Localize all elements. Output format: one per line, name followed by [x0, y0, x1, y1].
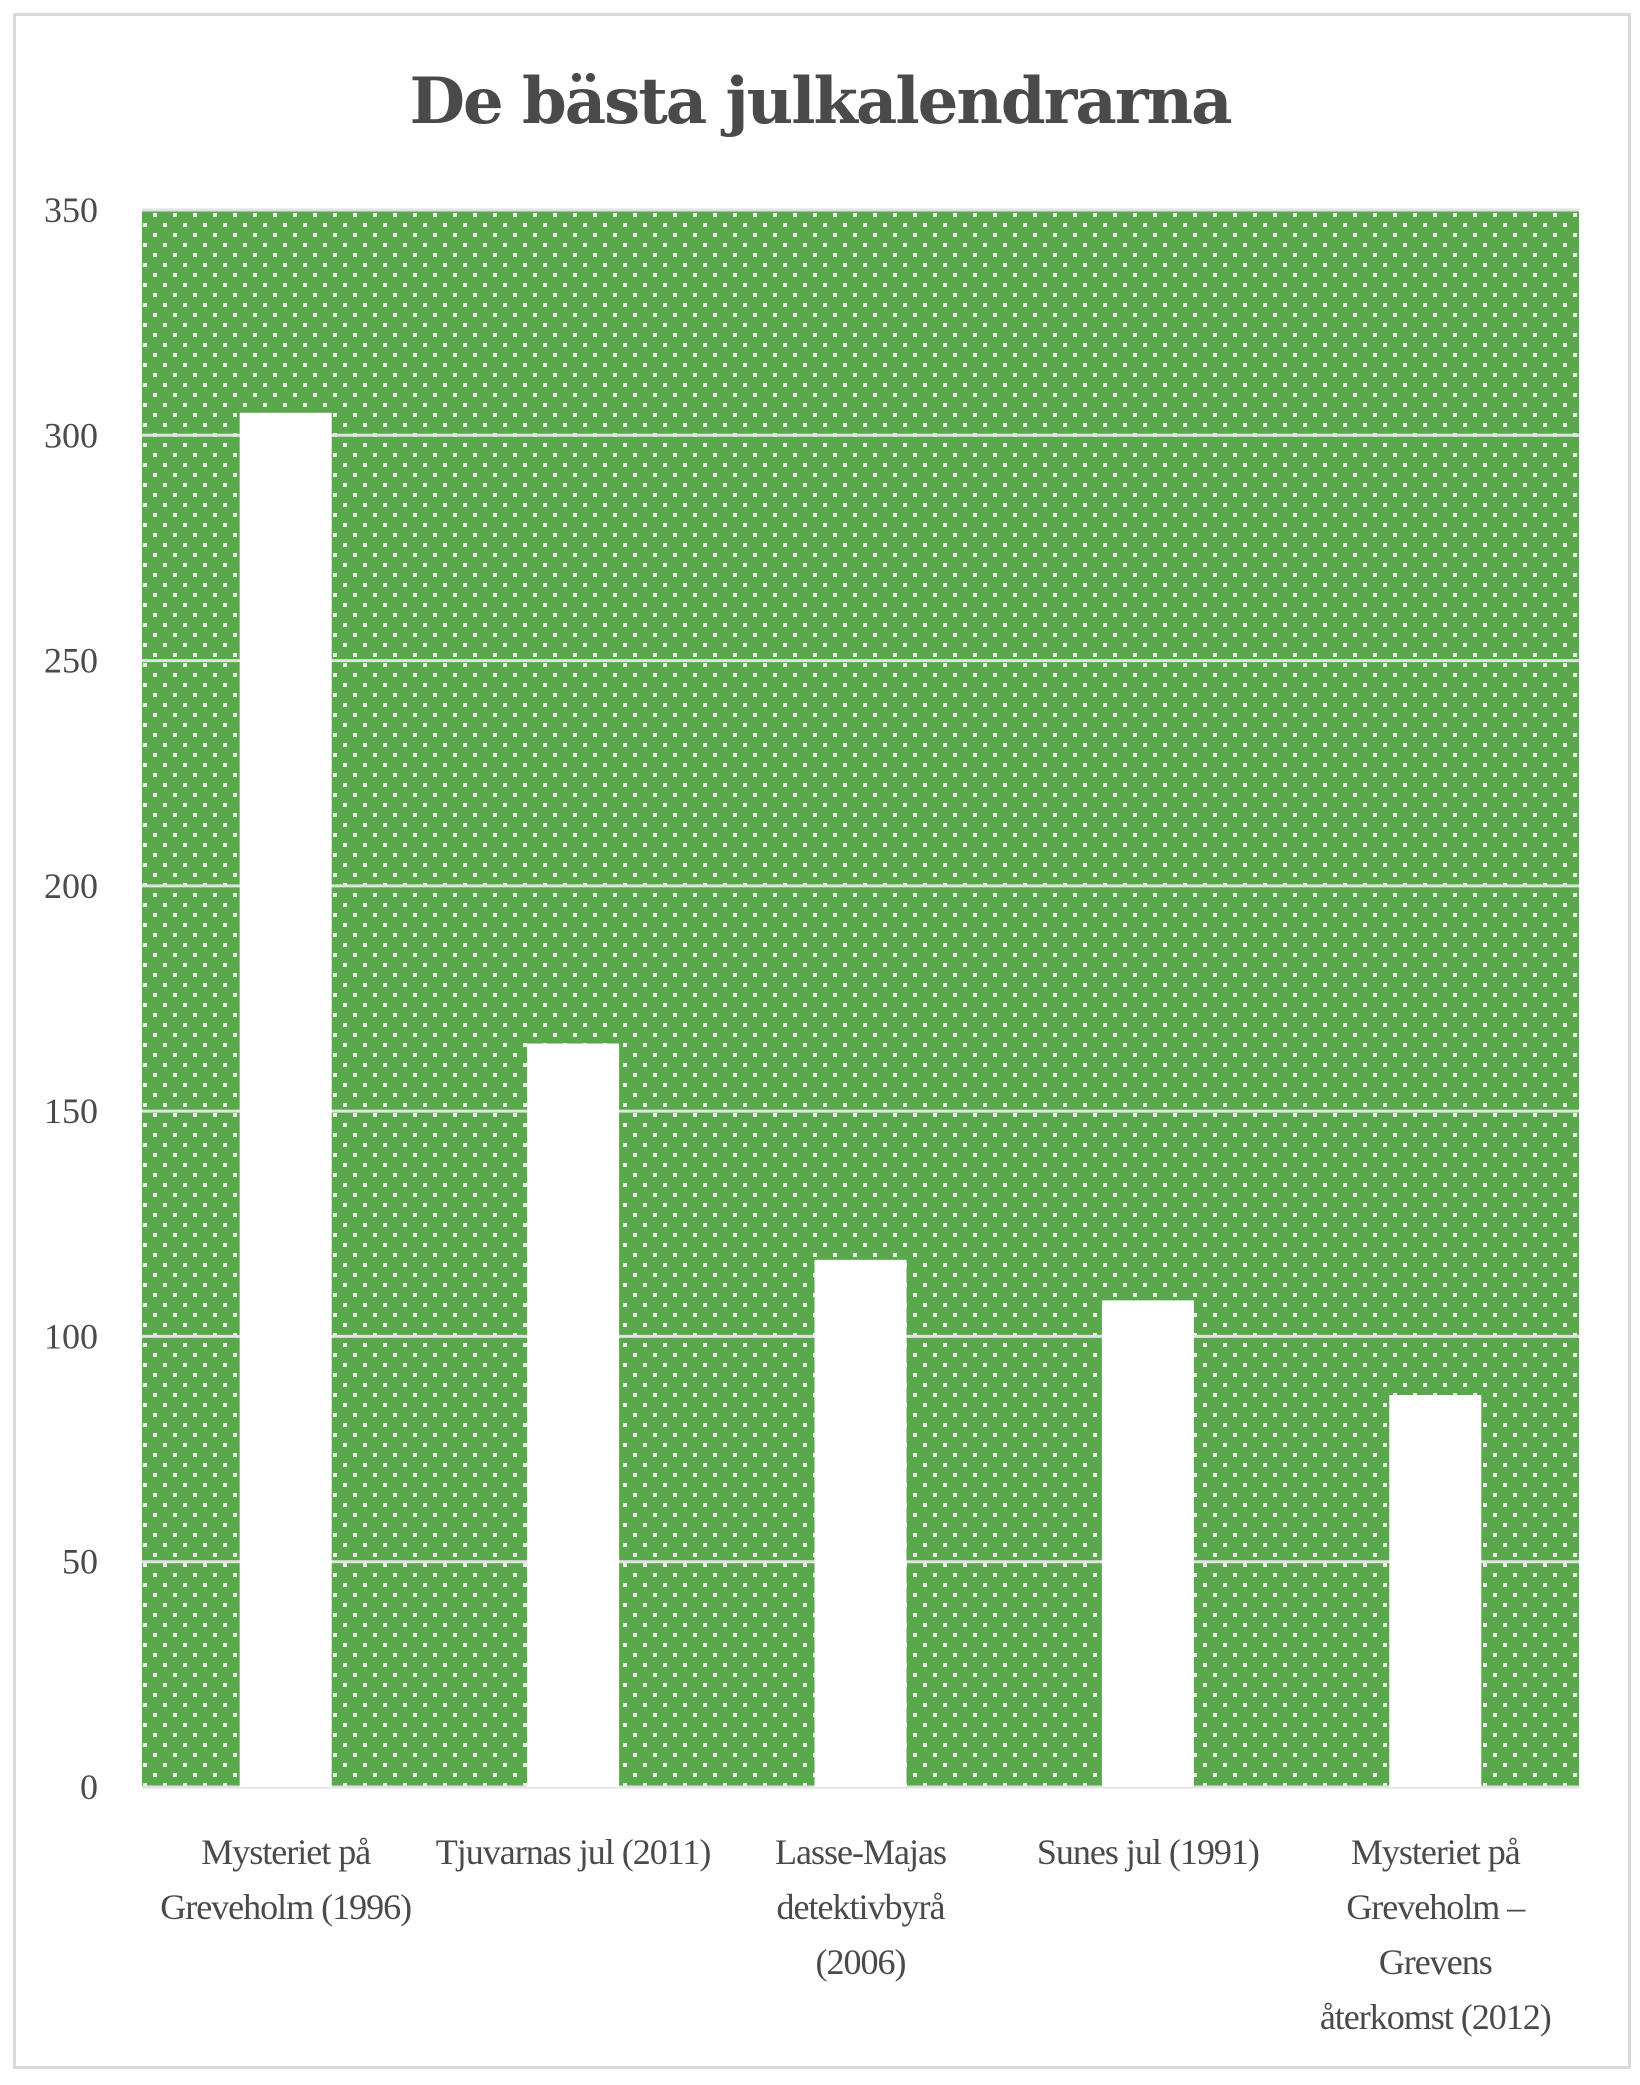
bar [1101, 1300, 1194, 1787]
x-tick-label-line: Greveholm (1996) [160, 1887, 411, 1927]
y-tick-label: 0 [80, 1767, 98, 1807]
bar [814, 1259, 907, 1787]
x-tick-label-line: Mysteriet på [201, 1832, 371, 1872]
x-tick-label-line: Tjuvarnas jul (2011) [436, 1832, 711, 1872]
x-tick-label-line: Sunes jul (1991) [1037, 1832, 1259, 1872]
x-tick-label-line: Lasse-Majas [775, 1832, 946, 1872]
x-tick-label: Sunes jul (1991) [1037, 1832, 1259, 1872]
x-axis-tick-labels: Mysteriet på Greveholm (1996) Tjuvarnas ju… [160, 1832, 1552, 2037]
chart-title: De bästa julkalendrarna [409, 64, 1232, 139]
x-tick-label-line: återkomst (2012) [1320, 1997, 1551, 2037]
bar [239, 412, 332, 1788]
y-tick-label: 100 [44, 1316, 98, 1356]
y-tick-label: 150 [44, 1091, 98, 1131]
y-tick-label: 250 [44, 641, 98, 681]
bar [1389, 1395, 1482, 1787]
bar [527, 1043, 620, 1787]
x-tick-label-line: Grevens [1379, 1942, 1492, 1982]
y-tick-label: 300 [44, 415, 98, 455]
y-tick-label: 350 [44, 190, 98, 230]
x-tick-label-line: Greveholm – [1346, 1887, 1526, 1927]
x-tick-label-line: Mysteriet på [1351, 1832, 1521, 1872]
y-tick-label: 200 [44, 866, 98, 906]
x-tick-label-line: detektivbyrå [777, 1887, 946, 1927]
x-tick-label: Lasse-Majas detektivbyrå (2006) [775, 1832, 946, 1982]
y-tick-label: 50 [62, 1542, 98, 1582]
x-tick-label: Tjuvarnas jul (2011) [436, 1832, 711, 1872]
bars [239, 412, 1482, 1788]
x-tick-label: Mysteriet på Greveholm – Grevens återkomst … [1320, 1832, 1551, 2037]
y-axis-tick-labels: 0 50 100 150 200 250 300 350 [44, 190, 98, 1807]
x-tick-label-line: (2006) [816, 1942, 906, 1982]
x-tick-label: Mysteriet på Greveholm (1996) [160, 1832, 411, 1927]
